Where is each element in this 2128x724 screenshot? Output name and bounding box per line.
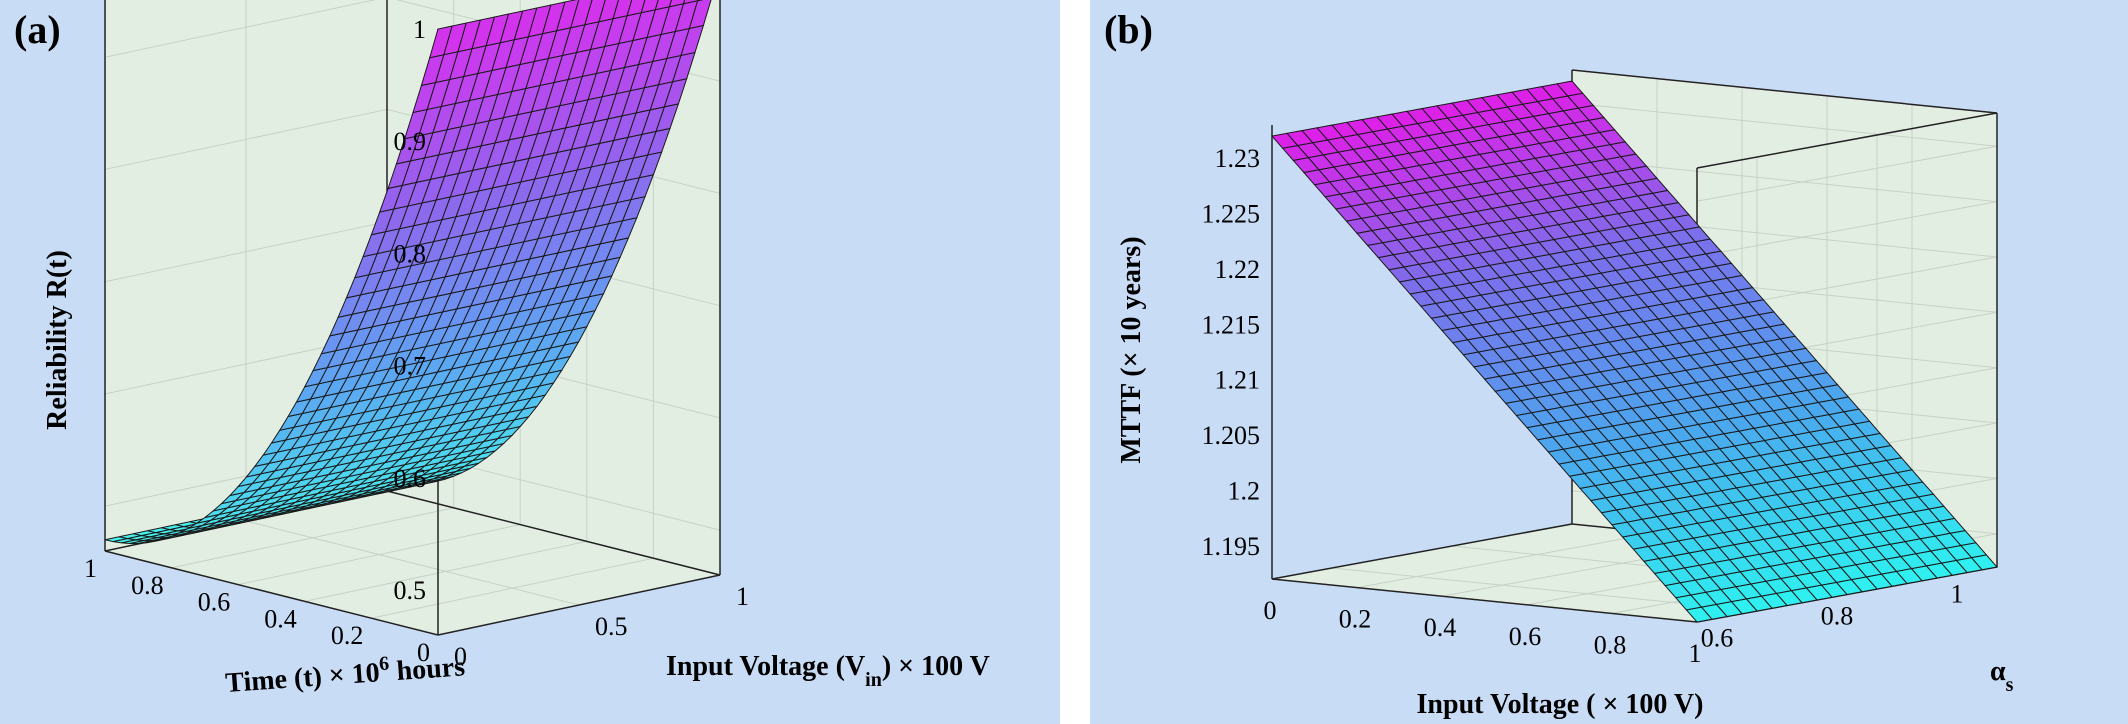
y-tick-label: 0.8 [1821,602,1854,631]
x-axis-label: Time (t) × 106 hours [224,647,466,699]
axis-edge [1271,523,1573,580]
z-tick-label: 0.9 [394,127,427,156]
axis-edge [437,574,721,636]
z-tick-label: 1 [413,15,426,44]
z-tick-label: 0.7 [394,352,427,381]
axis-edge [1271,578,1698,623]
z-tick-label: 1.2 [1228,476,1261,505]
surface-cell [1271,132,1299,149]
x-tick-label: 0.4 [264,604,297,633]
z-tick-label: 1.195 [1202,532,1261,561]
panel-b-label: (b) [1104,7,1153,52]
z-tick-label: 0.6 [394,464,427,493]
z-tick-label: 1.215 [1202,310,1261,339]
surface-cell [696,0,704,2]
y-axis-label: Input Voltage (Vin) × 100 V [666,651,990,691]
z-tick-label: 0.5 [394,576,427,605]
x-tick-label: 1 [84,554,97,583]
z-tick-label: 1.22 [1215,255,1261,284]
y-tick-label: 1 [1951,580,1964,609]
x-tick-label: 0.2 [331,621,364,650]
z-axis-label: Reliability R(t) [42,250,73,430]
panel-a-label: (a) [14,7,61,52]
y-tick-label: 0 [454,642,467,671]
z-tick-label: 1.225 [1202,200,1261,229]
surface-cell [428,25,453,59]
mttf-surface-chart: 1.195 1.2 1.205 1.21 1.215 1.22 1.225 1.23 0 0.2 0… [1116,69,2014,720]
x-tick-label: 0.6 [1509,622,1542,651]
surface-cell [682,0,699,5]
axis-edge [104,550,439,636]
reliability-surface-chart: 0.5 0.6 0.7 0.8 0.9 1 0 0.2 0.4 0.6 0.8 1 0 0.5 1 Relia… [42,0,990,699]
z-tick-label: 1.21 [1215,366,1261,395]
y-tick-label: 0.5 [595,612,628,641]
y-tick-label: 1 [736,582,749,611]
z-tick-label: 0.8 [394,239,427,268]
axis-edge [386,490,721,576]
surface-cell [668,0,686,8]
z-axis-label: MTTF (× 10 years) [1116,236,1147,463]
x-tick-label: 0.2 [1339,605,1372,634]
z-tick-label: 1.205 [1202,421,1261,450]
x-tick-label: 0.6 [198,588,231,617]
x-tick-label: 0.4 [1424,613,1457,642]
axis-edge [1696,112,1998,169]
panel-a: (a) 0.5 0.6 0.7 0.8 0.9 1 0 0.2 0.4 0.6 0.8 1 0 0.5 1 R… [0,0,1060,724]
x-tick-label: 0 [417,638,430,667]
axis-edge [1571,69,1998,114]
z-tick-label: 1.23 [1215,144,1261,173]
x-tick-label: 0.8 [1594,630,1627,659]
x-tick-label: 0 [1264,596,1277,625]
panel-b: (b) 1.195 1.2 1.205 1.21 1.215 1.22 1.225 1.23 0… [1090,0,2128,724]
y-tick-label: 0.6 [1701,624,1734,653]
x-tick-label: 1 [1689,639,1702,668]
y-axis-label: αs [1990,656,2014,696]
x-tick-label: 0.8 [131,571,164,600]
x-axis-label: Input Voltage ( × 100 V) [1417,689,1704,720]
